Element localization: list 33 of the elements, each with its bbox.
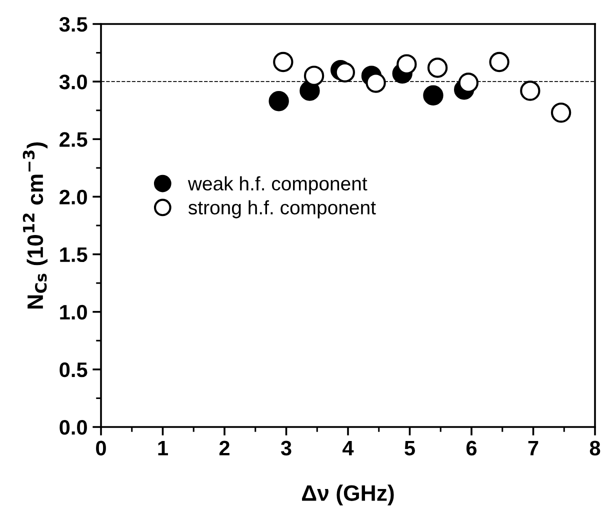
y-tick-label: 2.5 <box>60 132 88 147</box>
x-tick-label: 1 <box>158 440 168 456</box>
point <box>268 91 289 112</box>
point <box>273 52 294 72</box>
point <box>334 62 356 82</box>
x-tick-label: 2 <box>219 440 230 456</box>
y-tick-label: 1.0 <box>60 304 87 320</box>
legend-label: strong h.f. component <box>188 200 376 218</box>
y-tick-label: 2.0 <box>60 190 87 204</box>
point <box>489 52 510 72</box>
x-tick-label: 4 <box>342 440 354 456</box>
legend-label: weak h.f. component <box>188 176 368 194</box>
y-tick-label: 0.0 <box>60 420 87 435</box>
point <box>396 54 417 74</box>
point <box>366 72 386 93</box>
point <box>427 58 448 78</box>
x-tick-label: 7 <box>528 440 538 456</box>
x-tick-label: 0 <box>96 440 106 456</box>
x-axis-title: Δν (GHz) <box>302 484 394 506</box>
y-tick-label: 0.5 <box>60 362 88 378</box>
x-tick-label: 5 <box>404 440 415 456</box>
x-tick-label: 8 <box>590 440 600 456</box>
y-tick-label: 3.0 <box>59 74 87 90</box>
point <box>423 85 444 106</box>
point <box>304 66 324 86</box>
y-tick-label: 1.5 <box>60 248 88 262</box>
point <box>550 102 572 123</box>
x-tick-label: 6 <box>466 440 477 456</box>
y-axis-title: N$_{Cs}$ (10$^{12}$ cm$^{−3}$) <box>22 142 48 308</box>
point <box>458 72 479 93</box>
x-tick-label: 3 <box>280 440 292 456</box>
point <box>520 80 540 101</box>
y-tick-label: 3.5 <box>59 17 88 32</box>
